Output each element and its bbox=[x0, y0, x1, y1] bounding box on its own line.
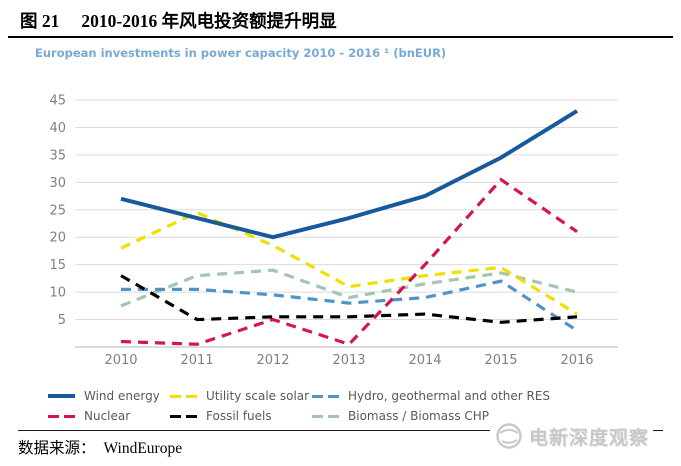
legend-label-nuclear: Nuclear bbox=[84, 409, 131, 423]
figure-title-text: 2010-2016 年风电投资额提升明显 bbox=[81, 11, 337, 31]
y-axis-label-25: 25 bbox=[49, 203, 66, 218]
data-source: 数据来源： WindEurope bbox=[18, 436, 182, 458]
legend-swatch-utility-scale-solar bbox=[170, 394, 197, 398]
y-axis-label-15: 15 bbox=[49, 258, 66, 273]
watermark-logo-icon bbox=[496, 423, 522, 449]
x-axis-label-2011: 2011 bbox=[180, 353, 213, 368]
x-axis-label-2016: 2016 bbox=[560, 353, 593, 368]
legend-item-nuclear: Nuclear bbox=[48, 409, 170, 423]
footer-rule bbox=[18, 430, 663, 431]
series-line-nuclear bbox=[120, 177, 578, 347]
legend-item-wind-energy: Wind energy bbox=[48, 389, 170, 403]
y-axis-label-20: 20 bbox=[49, 231, 66, 246]
legend-swatch-nuclear bbox=[48, 414, 75, 418]
legend-swatch-hydro-geothermal-and-other-res bbox=[312, 394, 339, 398]
legend-item-fossil-fuels: Fossil fuels bbox=[170, 409, 312, 423]
legend-label-hydro-geothermal-and-other-res: Hydro, geothermal and other RES bbox=[348, 389, 551, 403]
title-rule bbox=[8, 36, 673, 38]
legend-swatch-biomass-biomass-chp bbox=[312, 414, 339, 418]
series-line-wind-energy bbox=[120, 109, 579, 240]
legend-label-biomass-biomass-chp: Biomass / Biomass CHP bbox=[348, 409, 490, 423]
y-axis-label-30: 30 bbox=[49, 176, 66, 191]
legend-label-wind-energy: Wind energy bbox=[84, 389, 160, 403]
legend-swatch-fossil-fuels bbox=[170, 414, 197, 418]
legend-label-utility-scale-solar: Utility scale solar bbox=[206, 389, 310, 403]
data-source-label: 数据来源： bbox=[18, 440, 96, 457]
series-line-biomass-biomass-chp bbox=[120, 268, 578, 308]
figure-number: 图 21 bbox=[20, 11, 60, 31]
y-axis-label-35: 35 bbox=[49, 148, 66, 163]
watermark-text: 电新深度观察 bbox=[529, 426, 650, 449]
legend-label-fossil-fuels: Fossil fuels bbox=[206, 409, 272, 423]
chart-subtitle: European investments in power capacity 2… bbox=[35, 46, 447, 60]
x-axis-label-2014: 2014 bbox=[408, 353, 441, 368]
legend-item-biomass-biomass-chp: Biomass / Biomass CHP bbox=[312, 409, 648, 423]
data-source-value: WindEurope bbox=[103, 440, 183, 457]
legend-swatch-wind-energy bbox=[48, 394, 75, 398]
series-line-hydro-geothermal-and-other-res bbox=[121, 279, 578, 332]
legend-item-utility-scale-solar: Utility scale solar bbox=[170, 389, 312, 403]
figure-title: 图 21 2010-2016 年风电投资额提升明显 bbox=[20, 8, 337, 33]
y-axis-label-45: 45 bbox=[49, 94, 66, 109]
series-line-fossil-fuels bbox=[120, 274, 578, 324]
x-axis-label-2010: 2010 bbox=[104, 353, 137, 368]
watermark: 电新深度观察 bbox=[490, 419, 654, 453]
legend-item-hydro-geothermal-and-other-res: Hydro, geothermal and other RES bbox=[312, 389, 648, 403]
x-axis-label-2012: 2012 bbox=[256, 353, 289, 368]
y-axis-label-10: 10 bbox=[49, 286, 66, 301]
y-axis-label-5: 5 bbox=[58, 313, 66, 328]
chart-legend: Wind energy Utility scale solar Hydro, geo… bbox=[48, 389, 648, 423]
x-axis-label-2013: 2013 bbox=[332, 353, 365, 368]
y-axis-label-40: 40 bbox=[49, 121, 66, 136]
x-axis-label-2015: 2015 bbox=[484, 353, 517, 368]
